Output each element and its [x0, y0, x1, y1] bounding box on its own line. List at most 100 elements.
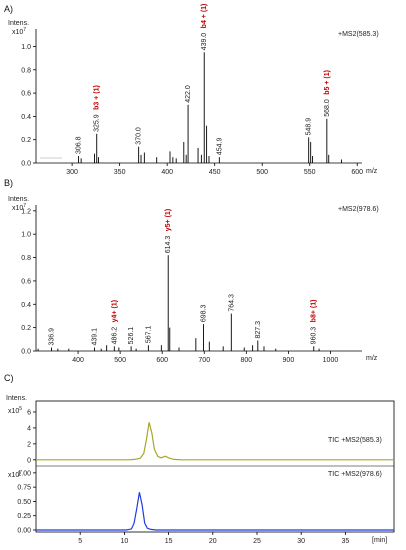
- b-xunit: m/z: [366, 355, 378, 362]
- c-x-tick-label: 20: [209, 538, 217, 545]
- c1-trace-line: [36, 422, 394, 461]
- b-series-label: +MS2(978.6): [338, 206, 379, 213]
- a-fragment-annotation: b5 + (1): [324, 70, 331, 95]
- b-yexp: x107: [12, 203, 26, 212]
- c-x-ticks: 5 10 15 20 25 30 35: [78, 532, 349, 545]
- c1-y-tick-label: 0: [27, 457, 31, 464]
- b-fragment-annotation: y4+ (1): [111, 300, 118, 322]
- b-y-tick-label: 1.2: [21, 208, 31, 215]
- c1-y-tick-label: 4: [27, 425, 31, 432]
- a-peak-label: 439.0: [201, 33, 208, 51]
- b-peak-label: 960.3: [311, 327, 318, 345]
- a-y-tick-label: 0.2: [21, 137, 31, 144]
- b-x-tick-label: 700: [198, 357, 210, 364]
- a-y-ticks: 0.0 0.2 0.4 0.6 0.8 1.0: [21, 44, 36, 168]
- c1-y-tick-label: 6: [27, 409, 31, 416]
- a-x-tick-label: 500: [256, 169, 268, 176]
- b-peak-label: 698.3: [201, 305, 208, 323]
- c2-y-ticks: 0.00 0.25 0.50 0.75 1.00: [17, 470, 36, 535]
- a-ylabel: Intens.: [8, 20, 29, 27]
- b-peak-label: 336.9: [49, 328, 56, 346]
- panel-label-c: C): [4, 373, 14, 383]
- a-x-tick-label: 400: [161, 169, 173, 176]
- panel-label-b: B): [4, 178, 13, 188]
- a-xunit: m/z: [366, 168, 378, 175]
- c-x-tick-label: 30: [297, 538, 305, 545]
- c2-trace-label: TIC +MS2(978.6): [328, 471, 382, 478]
- b-peak-label: 486.2: [111, 327, 118, 345]
- c2-y-tick-label: 0.75: [17, 485, 31, 492]
- a-series-label: +MS2(585.3): [338, 31, 379, 38]
- b-y-tick-label: 1.0: [21, 232, 31, 239]
- a-y-tick-label: 0.8: [21, 67, 31, 74]
- c-x-tick-label: 15: [165, 538, 173, 545]
- b-y-tick-label: 0.6: [21, 278, 31, 285]
- b-y-ticks: 0.0 0.2 0.4 0.6 0.8 1.0 1.2: [21, 208, 36, 356]
- c1-trace-label: TIC +MS2(585.3): [328, 437, 382, 444]
- a-x-tick-label: 550: [304, 169, 316, 176]
- c2-y-tick-label: 1.00: [17, 470, 31, 477]
- a-peak-label: 325.9: [94, 114, 101, 132]
- b-ylabel: Intens.: [8, 196, 29, 203]
- c-frame: [35, 400, 395, 533]
- c2-trace-line: [36, 492, 394, 531]
- c2-yexp: x107: [8, 470, 22, 479]
- a-peak-label: 548.9: [306, 118, 313, 136]
- b-peak-label: 827.3: [255, 321, 262, 339]
- b-x-tick-label: 500: [114, 357, 126, 364]
- b-peak-label: 439.1: [92, 328, 99, 346]
- c2-y-tick-label: 0.00: [17, 528, 31, 535]
- b-y-tick-label: 0.4: [21, 302, 31, 309]
- c1-y-tick-label: 2: [27, 441, 31, 448]
- a-yexp: x107: [12, 27, 26, 36]
- c2-y-tick-label: 0.25: [17, 513, 31, 520]
- a-peaks: 306.8 325.9 b3 + (1) 370.0 422.0 439.0 b4 + (1…: [76, 4, 343, 163]
- a-peak-label: 370.0: [136, 127, 143, 145]
- a-x-tick-label: 300: [66, 169, 78, 176]
- c-xunit: [min]: [372, 537, 387, 544]
- c-x-tick-label: 10: [120, 538, 128, 545]
- b-peaks: 336.9 439.1 486.2 y4+ (1) 526.1 567.1 614.3 y5+…: [37, 209, 320, 351]
- b-y-tick-label: 0.8: [21, 255, 31, 262]
- a-y-tick-label: 1.0: [21, 44, 31, 51]
- a-peak-label: 454.9: [216, 138, 223, 156]
- spectrum-panel-a: A) Intens. x107 +MS2(585.3) m/z 0.00.20.…: [4, 4, 379, 176]
- a-y-tick-label: 0.6: [21, 91, 31, 98]
- c-x-tick-label: 5: [78, 538, 82, 545]
- c-x-tick-label: 35: [341, 538, 349, 545]
- b-x-ticks: 400 500 600 700 800 900 1000: [72, 351, 338, 364]
- a-peak-label: 422.0: [185, 85, 192, 103]
- a-x-ticks: 300 350 400 450 500 550 600: [66, 163, 363, 176]
- b-x-tick-label: 900: [283, 357, 295, 364]
- a-x-tick-label: 450: [209, 169, 221, 176]
- b-fragment-annotation: y5+ (1): [165, 209, 172, 231]
- b-x-tick-label: 800: [240, 357, 252, 364]
- a-x-tick-label: 600: [351, 169, 363, 176]
- b-x-tick-label: 400: [72, 357, 84, 364]
- c-x-tick-label: 25: [253, 538, 261, 545]
- spectrum-panel-b: B) Intens. x107 +MS2(978.6) m/z 0.00.20.…: [4, 178, 379, 364]
- b-peak-label: 526.1: [128, 327, 135, 345]
- a-y-tick-label: 0.0: [21, 161, 31, 168]
- a-x-tick-label: 350: [114, 169, 126, 176]
- b-y-tick-label: 0.0: [21, 349, 31, 356]
- b-y-tick-label: 0.2: [21, 325, 31, 332]
- a-fragment-annotation: b3 + (1): [94, 85, 101, 110]
- b-peak-label: 764.3: [228, 294, 235, 312]
- a-peak-label: 568.0: [324, 99, 331, 117]
- panel-label-a: A): [4, 4, 13, 14]
- a-fragment-annotation: b4 + (1): [201, 4, 208, 29]
- b-peak-label: 614.3: [165, 236, 172, 254]
- a-peak-label: 306.8: [76, 136, 83, 154]
- a-y-tick-label: 0.4: [21, 114, 31, 121]
- c-ylabel: Intens.: [6, 395, 27, 402]
- b-peak-label: 567.1: [145, 326, 152, 344]
- c1-y-ticks: 0 2 4 6: [27, 409, 36, 464]
- chromatogram-panel-c: C) Intens. x105 TIC +MS2(585.3) 0 2 4 6 x10…: [4, 373, 395, 545]
- b-x-tick-label: 600: [156, 357, 168, 364]
- b-fragment-annotation: b8+ (1): [311, 300, 318, 323]
- b-x-tick-label: 1000: [323, 357, 339, 364]
- c1-yexp: x105: [8, 406, 22, 415]
- c2-y-tick-label: 0.50: [17, 499, 31, 506]
